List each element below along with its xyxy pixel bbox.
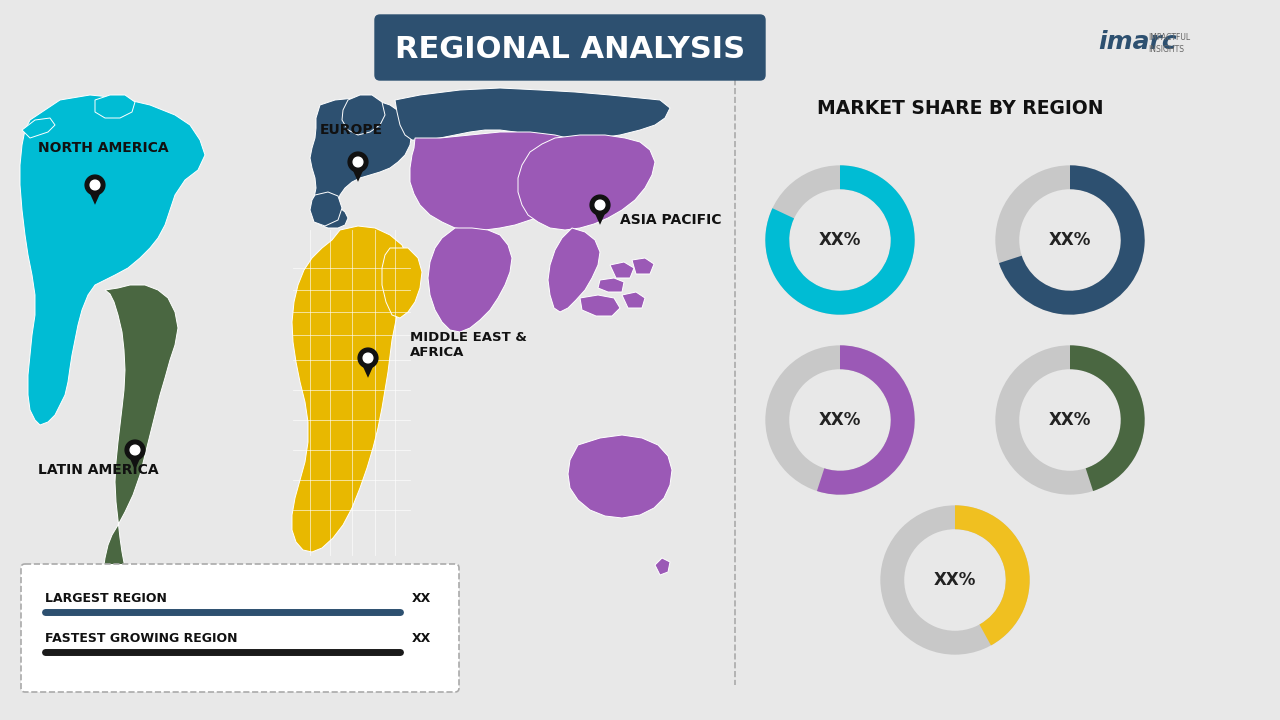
Wedge shape: [881, 505, 1029, 654]
Circle shape: [125, 440, 145, 460]
Wedge shape: [1070, 346, 1144, 491]
Wedge shape: [955, 505, 1029, 645]
Circle shape: [131, 445, 140, 455]
Wedge shape: [817, 346, 915, 495]
Polygon shape: [127, 452, 143, 470]
Polygon shape: [349, 163, 366, 181]
FancyBboxPatch shape: [375, 15, 765, 80]
Polygon shape: [598, 278, 625, 292]
Text: NORTH AMERICA: NORTH AMERICA: [38, 141, 169, 155]
Text: INSIGHTS: INSIGHTS: [1148, 45, 1184, 55]
Polygon shape: [102, 285, 178, 622]
Polygon shape: [591, 207, 608, 225]
Polygon shape: [360, 360, 376, 378]
Polygon shape: [20, 95, 205, 425]
Circle shape: [353, 157, 362, 167]
Wedge shape: [765, 166, 915, 315]
Polygon shape: [428, 228, 512, 332]
Polygon shape: [95, 95, 134, 118]
Polygon shape: [381, 248, 422, 318]
Polygon shape: [410, 132, 600, 230]
Polygon shape: [22, 118, 55, 138]
Circle shape: [364, 353, 372, 363]
Polygon shape: [655, 558, 669, 575]
Circle shape: [595, 200, 605, 210]
Text: EUROPE: EUROPE: [320, 123, 383, 137]
Text: FASTEST GROWING REGION: FASTEST GROWING REGION: [45, 631, 238, 644]
Polygon shape: [518, 135, 655, 230]
Polygon shape: [632, 258, 654, 274]
Polygon shape: [310, 192, 342, 226]
Polygon shape: [87, 186, 104, 204]
Text: XX%: XX%: [819, 411, 861, 429]
Text: XX: XX: [412, 592, 431, 605]
Text: XX%: XX%: [1048, 411, 1091, 429]
Text: XX%: XX%: [1048, 231, 1091, 249]
Wedge shape: [765, 166, 915, 315]
Circle shape: [590, 195, 609, 215]
Text: MIDDLE EAST &
AFRICA: MIDDLE EAST & AFRICA: [410, 331, 527, 359]
Text: LARGEST REGION: LARGEST REGION: [45, 592, 166, 605]
Text: ASIA PACIFIC: ASIA PACIFIC: [620, 213, 722, 227]
Polygon shape: [568, 435, 672, 518]
Circle shape: [90, 180, 100, 190]
Circle shape: [84, 175, 105, 195]
Circle shape: [358, 348, 378, 368]
Polygon shape: [580, 295, 620, 316]
Polygon shape: [292, 226, 410, 552]
Wedge shape: [996, 166, 1144, 315]
Text: LATIN AMERICA: LATIN AMERICA: [38, 463, 159, 477]
Polygon shape: [611, 262, 634, 278]
Wedge shape: [765, 346, 915, 495]
Polygon shape: [342, 95, 385, 135]
Text: imarc: imarc: [1098, 30, 1176, 54]
Polygon shape: [310, 98, 412, 228]
Text: MARKET SHARE BY REGION: MARKET SHARE BY REGION: [817, 99, 1103, 117]
Polygon shape: [622, 292, 645, 308]
Polygon shape: [396, 88, 669, 140]
Circle shape: [348, 152, 367, 172]
Text: XX%: XX%: [819, 231, 861, 249]
Text: REGIONAL ANALYSIS: REGIONAL ANALYSIS: [396, 35, 745, 65]
Wedge shape: [998, 166, 1144, 315]
Text: XX: XX: [412, 631, 431, 644]
Text: XX%: XX%: [934, 571, 977, 589]
Polygon shape: [548, 228, 600, 312]
FancyBboxPatch shape: [20, 564, 460, 692]
Wedge shape: [996, 346, 1144, 495]
Text: IMPACTFUL: IMPACTFUL: [1148, 34, 1190, 42]
